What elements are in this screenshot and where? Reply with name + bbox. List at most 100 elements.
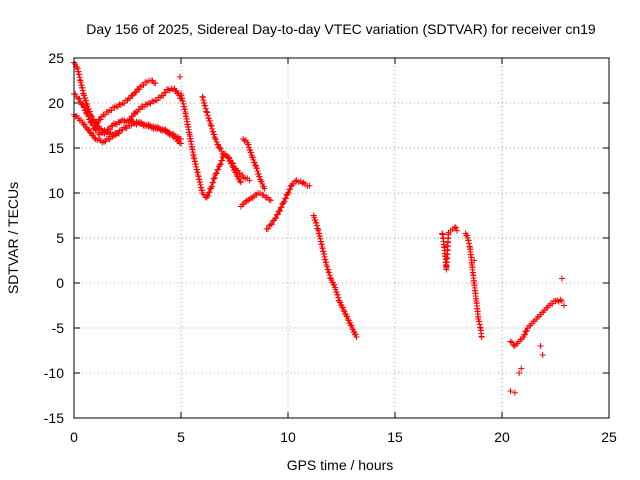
- data-point: [539, 352, 546, 358]
- data-point: [516, 370, 523, 376]
- trace-marker: [85, 126, 92, 133]
- trace-marker: [200, 191, 207, 198]
- trace-marker: [334, 291, 341, 298]
- data-point: [518, 365, 525, 372]
- trace-marker: [218, 148, 225, 155]
- trace-marker: [265, 225, 272, 232]
- trace-marker: [78, 117, 85, 124]
- trace-marker: [292, 178, 299, 184]
- y-tick-label: 15: [48, 140, 64, 156]
- plot-frame: [73, 57, 610, 419]
- data-point: [178, 140, 184, 147]
- trace-marker: [255, 170, 262, 177]
- y-tick-label: -5: [52, 320, 65, 336]
- trace-marker: [278, 204, 285, 211]
- grid-lines: [74, 58, 609, 418]
- data-point: [454, 227, 461, 234]
- x-tick-label: 15: [387, 429, 403, 445]
- trace-marker: [324, 263, 331, 270]
- trace-marker: [245, 144, 252, 151]
- trace-marker: [523, 327, 530, 334]
- trace-marker: [326, 269, 333, 276]
- trace-marker: [208, 122, 215, 129]
- trace-marker: [217, 145, 224, 152]
- data-points: [71, 59, 568, 396]
- trace-marker: [348, 322, 355, 329]
- data-point: [176, 73, 183, 80]
- trace-marker: [332, 286, 339, 293]
- x-tick-label: 20: [494, 429, 510, 445]
- trace-marker: [268, 221, 275, 228]
- trace-marker: [313, 222, 320, 229]
- trace-marker: [134, 109, 141, 116]
- x-tick-label: 25: [601, 429, 617, 445]
- series-4: [126, 85, 184, 123]
- trace-marker: [176, 139, 183, 146]
- trace-marker: [274, 211, 281, 218]
- trace-marker: [77, 98, 84, 105]
- trace-marker: [339, 304, 346, 311]
- data-point: [537, 343, 544, 349]
- trace-marker: [326, 272, 333, 279]
- trace-marker: [106, 126, 113, 133]
- series-11: [439, 224, 461, 273]
- trace-marker: [325, 266, 332, 273]
- trace-marker: [249, 154, 256, 161]
- trace-marker: [521, 331, 528, 338]
- trace-marker: [116, 119, 123, 126]
- trace-marker: [166, 131, 173, 138]
- series-7: [240, 136, 268, 192]
- trace-marker: [205, 192, 212, 199]
- trace-marker: [235, 167, 242, 174]
- trace-marker: [210, 128, 217, 135]
- series-3: [92, 77, 159, 129]
- data-point: [246, 177, 253, 184]
- trace-marker: [333, 288, 340, 295]
- trace-marker: [136, 106, 143, 113]
- y-tick-label: 10: [48, 185, 64, 201]
- trace-marker: [110, 132, 117, 139]
- trace-marker: [331, 281, 338, 288]
- trace-marker: [236, 175, 243, 182]
- y-axis-label: SDTVAR / TECUs: [5, 182, 21, 294]
- y-tick-label: 0: [56, 275, 64, 291]
- data-point: [353, 334, 360, 340]
- trace-marker: [245, 141, 252, 148]
- trace-marker: [281, 198, 288, 205]
- trace-marker: [335, 294, 342, 301]
- y-tick-label: -15: [44, 410, 64, 426]
- trace-marker: [227, 157, 234, 164]
- trace-marker: [258, 178, 265, 185]
- trace-marker: [205, 115, 212, 122]
- trace-marker: [76, 95, 83, 102]
- trace-marker: [209, 183, 216, 190]
- trace-marker: [313, 219, 320, 226]
- trace-marker: [82, 107, 89, 114]
- trace-marker: [94, 120, 101, 127]
- x-tick-label: 0: [70, 429, 78, 445]
- trace-marker: [285, 189, 292, 196]
- trace-marker: [206, 189, 213, 196]
- series-2: [71, 111, 184, 147]
- trace-marker: [211, 131, 218, 138]
- trace-marker: [115, 130, 122, 137]
- trace-marker: [84, 111, 91, 118]
- trace-marker: [86, 116, 93, 123]
- trace-marker: [209, 125, 216, 132]
- x-axis-label: GPS time / hours: [287, 457, 394, 473]
- y-tick-label: -10: [44, 365, 64, 381]
- trace-marker: [162, 89, 169, 96]
- data-point: [306, 182, 313, 189]
- trace-marker: [210, 179, 217, 186]
- trace-marker: [81, 121, 88, 128]
- trace-marker: [97, 116, 104, 123]
- trace-marker: [256, 173, 263, 180]
- trace-marker: [230, 160, 237, 167]
- trace-marker: [160, 92, 167, 99]
- y-tick-label: 5: [56, 230, 64, 246]
- trace-marker: [175, 90, 182, 97]
- trace-marker: [248, 149, 255, 156]
- trace-marker: [452, 224, 459, 231]
- trace-marker: [106, 136, 113, 143]
- data-point: [88, 112, 95, 119]
